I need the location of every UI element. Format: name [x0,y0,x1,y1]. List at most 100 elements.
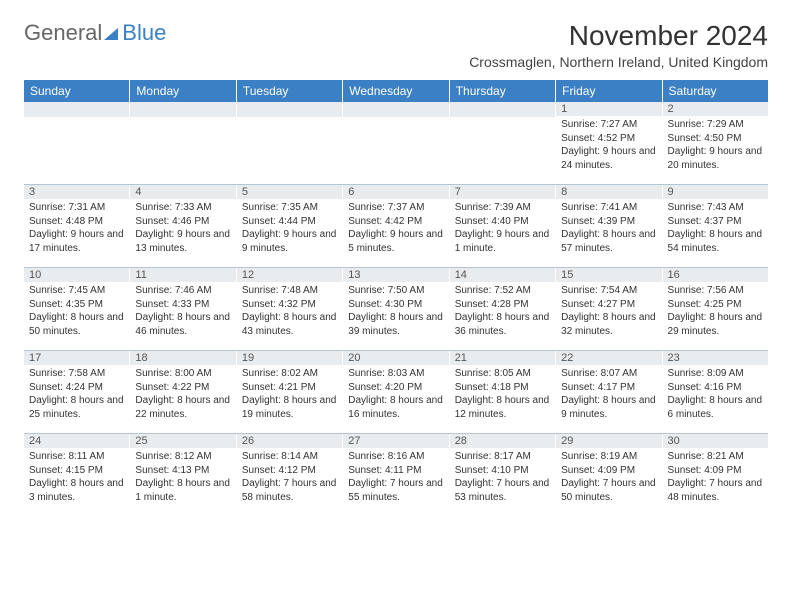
day-number: 7 [450,185,555,199]
sunrise-text: Sunrise: 7:43 AM [668,201,763,215]
daylight-text: Daylight: 8 hours and 46 minutes. [135,311,230,338]
sunset-text: Sunset: 4:52 PM [561,132,656,146]
week-row: 10 Sunrise: 7:45 AMSunset: 4:35 PMDayligh… [24,267,768,350]
day-header: Tuesday [237,80,343,102]
daylight-text: Daylight: 9 hours and 9 minutes. [242,228,337,255]
day-header-row: SundayMondayTuesdayWednesdayThursdayFrid… [24,80,768,102]
day-number: 8 [556,185,661,199]
daylight-text: Daylight: 9 hours and 17 minutes. [29,228,124,255]
page-header: General Blue November 2024 Crossmaglen, … [24,20,768,70]
day-cell: 25Sunrise: 8:12 AMSunset: 4:13 PMDayligh… [130,434,236,516]
day-number: 10 [24,268,129,282]
sunrise-text: Sunrise: 7:35 AM [242,201,337,215]
sunrise-text: Sunrise: 7:37 AM [348,201,443,215]
sunset-text: Sunset: 4:50 PM [668,132,763,146]
day-number: 21 [450,351,555,365]
sunrise-text: Sunrise: 8:05 AM [455,367,550,381]
day-cell: 11Sunrise: 7:46 AMSunset: 4:33 PMDayligh… [130,268,236,350]
day-cell: 26 Sunrise: 8:14 AMSunset: 4:12 PMDayligh… [237,434,343,516]
day-number: 18 [130,351,235,365]
day-details: Sunrise: 8:00 AMSunset: 4:22 PMDaylight:… [135,367,230,421]
sunrise-text: Sunrise: 8:17 AM [455,450,550,464]
daylight-text: Daylight: 8 hours and 50 minutes. [29,311,124,338]
day-cell: 12Sunrise: 7:48 AMSunset: 4:32 PMDayligh… [237,268,343,350]
week-row: 24Sunrise: 8:11 AMSunset: 4:15 PMDayligh… [24,433,768,516]
week-row: 17Sunrise: 7:58 AMSunset: 4:24 PMDayligh… [24,350,768,433]
day-details: Sunrise: 8:09 AMSunset: 4:16 PMDaylight:… [668,367,763,421]
day-cell: 18 Sunrise: 8:00 AMSunset: 4:22 PMDayligh… [130,351,236,433]
day-details: Sunrise: 7:29 AMSunset: 4:50 PMDaylight:… [668,118,763,172]
day-cell: 6Sunrise: 7:37 AMSunset: 4:42 PMDaylight… [343,185,449,267]
sunrise-text: Sunrise: 7:27 AM [561,118,656,132]
day-header: Wednesday [343,80,449,102]
sunset-text: Sunset: 4:32 PM [242,298,337,312]
day-header: Thursday [450,80,556,102]
day-details: Sunrise: 7:56 AMSunset: 4:25 PMDaylight:… [668,284,763,338]
sunrise-text: Sunrise: 7:46 AM [135,284,230,298]
daylight-text: Daylight: 7 hours and 53 minutes. [455,477,550,504]
day-details: Sunrise: 7:45 AMSunset: 4:35 PMDaylight:… [29,284,124,338]
sunset-text: Sunset: 4:21 PM [242,381,337,395]
day-number: 2 [663,102,768,116]
day-number: 27 [343,434,448,448]
day-details: Sunrise: 7:46 AMSunset: 4:33 PMDaylight:… [135,284,230,338]
sunset-text: Sunset: 4:18 PM [455,381,550,395]
day-details: Sunrise: 7:52 AMSunset: 4:28 PMDaylight:… [455,284,550,338]
sunrise-text: Sunrise: 8:14 AM [242,450,337,464]
daylight-text: Daylight: 7 hours and 50 minutes. [561,477,656,504]
sunrise-text: Sunrise: 8:09 AM [668,367,763,381]
day-number: 14 [450,268,555,282]
daylight-text: Daylight: 8 hours and 29 minutes. [668,311,763,338]
day-cell: 14 Sunrise: 7:52 AMSunset: 4:28 PMDayligh… [450,268,556,350]
day-details: Sunrise: 7:33 AMSunset: 4:46 PMDaylight:… [135,201,230,255]
day-cell: 15Sunrise: 7:54 AMSunset: 4:27 PMDayligh… [556,268,662,350]
sunset-text: Sunset: 4:09 PM [668,464,763,478]
day-cell [450,102,556,184]
daylight-text: Daylight: 8 hours and 9 minutes. [561,394,656,421]
week-row: 3Sunrise: 7:31 AMSunset: 4:48 PMDaylight… [24,184,768,267]
sunrise-text: Sunrise: 7:56 AM [668,284,763,298]
day-details: Sunrise: 7:31 AMSunset: 4:48 PMDaylight:… [29,201,124,255]
title-block: November 2024 Crossmaglen, Northern Irel… [469,20,768,70]
sunrise-text: Sunrise: 7:52 AM [455,284,550,298]
sunset-text: Sunset: 4:12 PM [242,464,337,478]
day-cell: 5Sunrise: 7:35 AMSunset: 4:44 PMDaylight… [237,185,343,267]
sunset-text: Sunset: 4:24 PM [29,381,124,395]
day-cell: 2 Sunrise: 7:29 AMSunset: 4:50 PMDaylight… [663,102,768,184]
day-details: Sunrise: 7:41 AMSunset: 4:39 PMDaylight:… [561,201,656,255]
daylight-text: Daylight: 8 hours and 16 minutes. [348,394,443,421]
page-title: November 2024 [469,20,768,52]
day-details: Sunrise: 7:58 AMSunset: 4:24 PMDaylight:… [29,367,124,421]
sunrise-text: Sunrise: 8:21 AM [668,450,763,464]
day-cell [24,102,130,184]
daylight-text: Daylight: 7 hours and 55 minutes. [348,477,443,504]
day-cell: 8 Sunrise: 7:41 AMSunset: 4:39 PMDaylight… [556,185,662,267]
day-header: Monday [130,80,236,102]
daylight-text: Daylight: 8 hours and 19 minutes. [242,394,337,421]
day-details: Sunrise: 7:39 AMSunset: 4:40 PMDaylight:… [455,201,550,255]
sunset-text: Sunset: 4:20 PM [348,381,443,395]
sunset-text: Sunset: 4:13 PM [135,464,230,478]
day-number: 13 [343,268,448,282]
day-details: Sunrise: 8:14 AMSunset: 4:12 PMDaylight:… [242,450,337,504]
logo-general-text: General [24,20,102,46]
day-details: Sunrise: 8:16 AMSunset: 4:11 PMDaylight:… [348,450,443,504]
sunrise-text: Sunrise: 7:48 AM [242,284,337,298]
daylight-text: Daylight: 8 hours and 22 minutes. [135,394,230,421]
day-number: 30 [663,434,768,448]
day-details: Sunrise: 8:12 AMSunset: 4:13 PMDaylight:… [135,450,230,504]
sunrise-text: Sunrise: 8:11 AM [29,450,124,464]
day-cell: 22Sunrise: 8:07 AMSunset: 4:17 PMDayligh… [556,351,662,433]
day-details: Sunrise: 7:27 AMSunset: 4:52 PMDaylight:… [561,118,656,172]
day-details: Sunrise: 7:50 AMSunset: 4:30 PMDaylight:… [348,284,443,338]
daylight-text: Daylight: 8 hours and 54 minutes. [668,228,763,255]
sunset-text: Sunset: 4:09 PM [561,464,656,478]
day-header: Friday [556,80,662,102]
sunrise-text: Sunrise: 7:54 AM [561,284,656,298]
sunset-text: Sunset: 4:27 PM [561,298,656,312]
daylight-text: Daylight: 9 hours and 24 minutes. [561,145,656,172]
day-number: 26 [237,434,342,448]
day-cell: 9Sunrise: 7:43 AMSunset: 4:37 PMDaylight… [663,185,768,267]
sunrise-text: Sunrise: 8:03 AM [348,367,443,381]
day-number: 29 [556,434,661,448]
